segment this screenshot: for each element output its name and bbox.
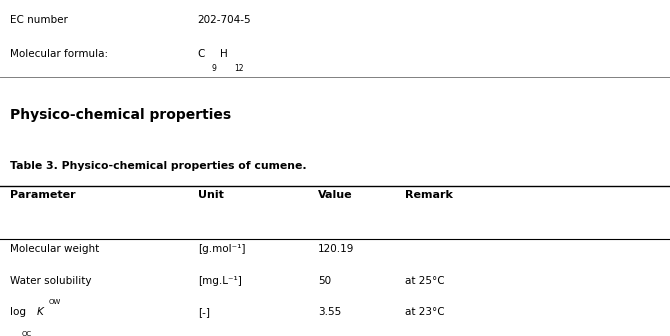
Text: H: H bbox=[220, 49, 228, 59]
Text: 202-704-5: 202-704-5 bbox=[198, 15, 251, 25]
Text: Unit: Unit bbox=[198, 190, 224, 200]
Text: Value: Value bbox=[318, 190, 353, 200]
Text: Molecular formula:: Molecular formula: bbox=[10, 49, 108, 59]
Text: 120.19: 120.19 bbox=[318, 244, 354, 254]
Text: [g.mol⁻¹]: [g.mol⁻¹] bbox=[198, 244, 245, 254]
Text: Table 3. Physico-chemical properties of cumene.: Table 3. Physico-chemical properties of … bbox=[10, 161, 307, 171]
Text: log: log bbox=[10, 307, 29, 318]
Text: Molecular weight: Molecular weight bbox=[10, 244, 99, 254]
Text: 50: 50 bbox=[318, 276, 332, 286]
Text: [-]: [-] bbox=[198, 307, 210, 318]
Text: K: K bbox=[37, 307, 44, 318]
Text: 12: 12 bbox=[234, 64, 244, 73]
Text: OC: OC bbox=[22, 331, 32, 336]
Text: Water solubility: Water solubility bbox=[10, 276, 92, 286]
Text: [mg.L⁻¹]: [mg.L⁻¹] bbox=[198, 276, 241, 286]
Text: EC number: EC number bbox=[10, 15, 68, 25]
Text: OW: OW bbox=[49, 299, 61, 305]
Text: at 25°C: at 25°C bbox=[405, 276, 445, 286]
Text: at 23°C: at 23°C bbox=[405, 307, 445, 318]
Text: 3.55: 3.55 bbox=[318, 307, 342, 318]
Text: Physico-chemical properties: Physico-chemical properties bbox=[10, 108, 231, 122]
Text: Remark: Remark bbox=[405, 190, 453, 200]
Text: 9: 9 bbox=[211, 64, 216, 73]
Text: C: C bbox=[198, 49, 205, 59]
Text: Parameter: Parameter bbox=[10, 190, 76, 200]
